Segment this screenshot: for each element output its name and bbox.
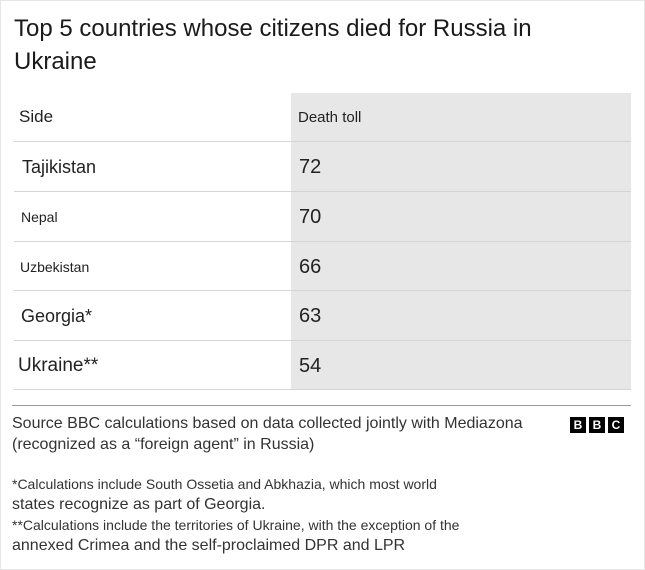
footer-separator [12,405,631,406]
footnote-line: states recognize as part of Georgia. [12,496,266,513]
bbc-logo: B B C [570,417,624,433]
row-country-label: Uzbekistan [20,259,90,275]
source-text: Source BBC calculations based on data co… [12,415,523,453]
footnote-ukraine: **Calculations include the territories o… [12,515,572,556]
table-row: Tajikistan 72 [14,141,631,192]
row-country-label: Tajikistan [22,156,97,177]
table-row: Uzbekistan 66 [14,241,631,292]
footnote-georgia: *Calculations include South Ossetia and … [12,474,572,515]
bbc-logo-letter: B [570,417,586,433]
table-bottom-rule [14,389,631,390]
row-country-label: Nepal [21,209,58,225]
row-country-label: Ukraine** [18,355,99,376]
bbc-logo-letter: C [608,417,624,433]
column-header-side: Side [19,107,54,126]
footnote-line: **Calculations include the territories o… [12,517,460,533]
row-value-label: 63 [299,304,322,327]
footnote-line: *Calculations include South Ossetia and … [12,476,437,492]
data-table: Side Death toll Tajikistan 72 Nepal 70 U… [14,93,631,390]
table-row: Georgia* 63 [14,290,631,341]
table-row: Ukraine** 54 [14,340,631,391]
row-value-label: 66 [299,255,322,278]
row-country-label: Georgia* [21,305,93,326]
chart-title: Top 5 countries whose citizens died for … [14,15,532,75]
row-value-label: 72 [299,155,322,178]
column-header-death-toll: Death toll [298,108,362,126]
row-value-label: 54 [299,354,322,377]
row-value-label: 70 [299,205,322,228]
footnote-line: annexed Crimea and the self-proclaimed D… [12,537,406,554]
bbc-logo-letter: B [589,417,605,433]
table-row: Nepal 70 [14,191,631,242]
